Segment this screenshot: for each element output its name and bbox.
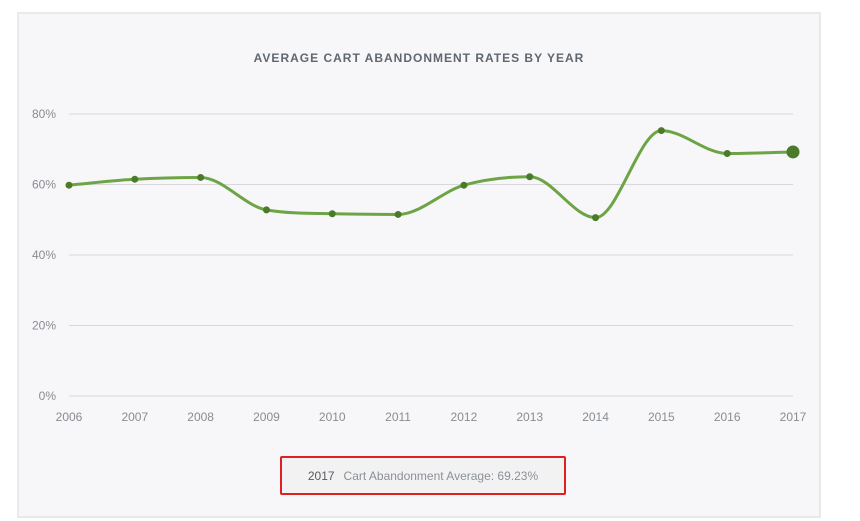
x-tick-label: 2011 — [385, 410, 411, 424]
x-tick-label: 2006 — [56, 410, 83, 424]
x-tick-label: 2007 — [121, 410, 148, 424]
x-tick-label: 2009 — [253, 410, 280, 424]
y-tick-label: 40% — [32, 248, 56, 262]
series-line — [68, 129, 794, 220]
data-point[interactable] — [328, 210, 336, 218]
data-point[interactable] — [657, 127, 665, 135]
x-tick-label: 2008 — [187, 410, 214, 424]
chart-card — [17, 12, 821, 518]
tooltip-year: 2017 — [307, 468, 335, 483]
data-point[interactable] — [65, 181, 73, 189]
data-point[interactable] — [197, 173, 205, 181]
tooltip-label: Cart Abandonment Average: 69.23% — [343, 468, 539, 483]
data-point[interactable] — [262, 206, 270, 214]
tooltip-highlight: 2017 Cart Abandonment Average: 69.23% — [280, 456, 566, 495]
y-tick-label: 0% — [39, 389, 57, 403]
data-point-highlighted[interactable] — [786, 145, 800, 159]
gridlines — [69, 113, 793, 397]
y-tick-label: 80% — [32, 107, 56, 121]
data-point[interactable] — [394, 210, 402, 218]
data-point[interactable] — [460, 181, 468, 189]
x-tick-label: 2015 — [648, 410, 675, 424]
x-tick-label: 2010 — [319, 410, 346, 424]
x-axis-ticks: 2006 2007 2008 2009 2010 2011 2012 2013 2014 2015… — [56, 410, 807, 424]
y-tick-label: 60% — [32, 178, 56, 192]
data-point[interactable] — [526, 173, 534, 181]
x-tick-label: 2016 — [714, 410, 741, 424]
y-axis-ticks: 0% 20% 40% 60% 80% — [32, 107, 56, 403]
data-point[interactable] — [592, 214, 600, 222]
x-tick-label: 2013 — [516, 410, 543, 424]
x-tick-label: 2017 — [780, 410, 807, 424]
data-point[interactable] — [131, 175, 139, 183]
x-tick-label: 2014 — [582, 410, 609, 424]
x-tick-label: 2012 — [451, 410, 478, 424]
chart-title: AVERAGE CART ABANDONMENT RATES BY YEAR — [253, 51, 585, 65]
data-point[interactable] — [723, 149, 731, 157]
data-points[interactable] — [65, 127, 800, 222]
y-tick-label: 20% — [32, 319, 56, 333]
line-chart: 0%20%40%60%80% 2006 2007 2008 2009 2010 2011 2… — [32, 107, 807, 424]
